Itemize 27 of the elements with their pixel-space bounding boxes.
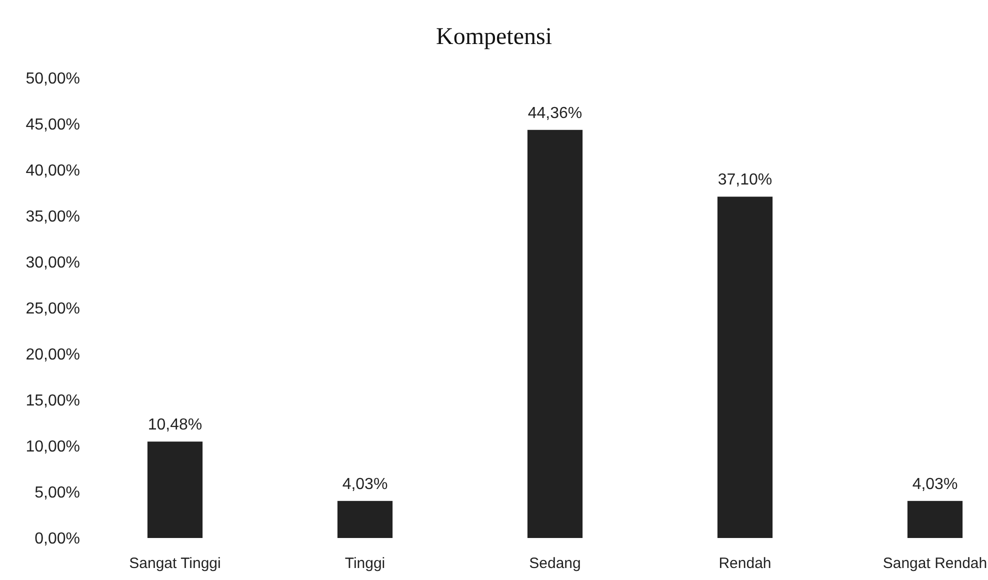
y-tick-label: 30,00%	[26, 254, 80, 272]
x-tick-label: Sangat Rendah	[882, 555, 988, 572]
data-label: 4,03%	[912, 476, 958, 493]
data-label: 10,48%	[148, 416, 202, 434]
y-tick-label: 20,00%	[26, 346, 80, 364]
y-tick-label: 40,00%	[26, 162, 80, 180]
data-label: 4,03%	[342, 476, 388, 493]
chart-title: Kompetensi	[436, 24, 552, 50]
y-tick-label: 50,00%	[26, 70, 80, 88]
y-tick-label: 35,00%	[26, 208, 80, 226]
x-tick-label: Tinggi	[344, 555, 386, 572]
y-tick-label: 45,00%	[26, 116, 80, 134]
x-tick-label: Sedang	[529, 555, 581, 572]
y-tick-label: 10,00%	[26, 438, 80, 456]
bar	[527, 130, 583, 538]
bar	[907, 500, 963, 538]
bar	[147, 442, 203, 538]
x-tick-label: Rendah	[718, 555, 772, 572]
x-tick-label: Sangat Tinggi	[129, 555, 221, 572]
y-tick-label: 5,00%	[34, 484, 80, 502]
y-tick-label: 0,00%	[34, 530, 80, 548]
y-tick-label: 15,00%	[26, 392, 80, 410]
data-label: 44,36%	[528, 104, 582, 122]
bar	[717, 196, 773, 538]
data-label: 37,10%	[718, 172, 772, 189]
y-tick-label: 25,00%	[26, 300, 80, 318]
bar	[337, 500, 393, 538]
